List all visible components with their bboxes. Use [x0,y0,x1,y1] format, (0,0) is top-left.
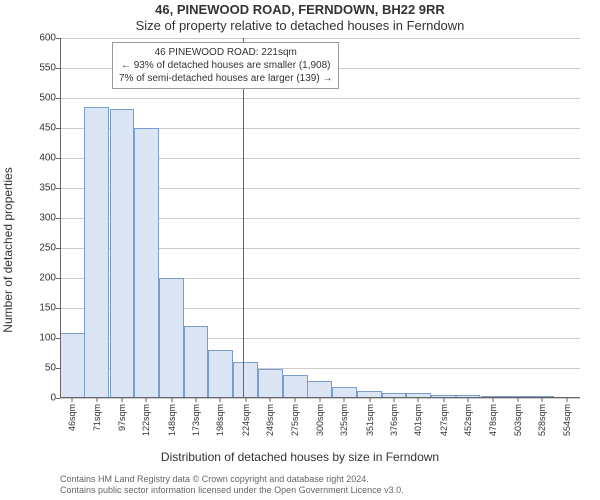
y-tick-label: 300 [26,213,56,224]
x-tick-mark [517,398,518,402]
x-tick-label: 528sqm [537,404,547,436]
x-tick-mark [567,398,568,402]
x-tick-label: 300sqm [315,404,325,436]
x-tick-label: 97sqm [117,404,127,431]
annotation-line: 46 PINEWOOD ROAD: 221sqm [119,46,332,59]
x-tick-mark [467,398,468,402]
y-tick-label: 600 [26,33,56,44]
x-tick-label: 46sqm [67,404,77,431]
x-tick-mark [270,398,271,402]
x-tick-mark [122,398,123,402]
x-tick-mark [393,398,394,402]
x-tick-label: 427sqm [439,404,449,436]
x-tick-mark [171,398,172,402]
histogram-bar [159,278,184,398]
x-tick-label: 401sqm [413,404,423,436]
y-tick-label: 400 [26,153,56,164]
x-tick-label: 122sqm [141,404,151,436]
x-tick-mark [72,398,73,402]
x-tick-mark [245,398,246,402]
y-tick-label: 150 [26,303,56,314]
x-tick-label: 325sqm [339,404,349,436]
y-tick-label: 0 [26,393,56,404]
chart-plot-area: 05010015020025030035040045050055060046sq… [60,38,580,398]
x-tick-label: 452sqm [463,404,473,436]
histogram-bar [283,375,308,398]
x-tick-mark [319,398,320,402]
x-tick-label: 376sqm [389,404,399,436]
x-tick-mark [146,398,147,402]
y-tick-label: 100 [26,333,56,344]
x-tick-mark [196,398,197,402]
x-tick-label: 503sqm [513,404,523,436]
x-tick-label: 224sqm [241,404,251,436]
x-tick-label: 71sqm [92,404,102,431]
x-tick-mark [443,398,444,402]
annotation-line: ← 93% of detached houses are smaller (1,… [119,59,332,72]
x-tick-mark [542,398,543,402]
annotation-line: 7% of semi-detached houses are larger (1… [119,72,332,85]
chart-subtitle: Size of property relative to detached ho… [0,18,600,33]
x-tick-label: 198sqm [215,404,225,436]
x-tick-mark [493,398,494,402]
x-tick-label: 173sqm [191,404,201,436]
attribution-line-2: Contains public sector information licen… [60,485,404,496]
attribution-line-1: Contains HM Land Registry data © Crown c… [60,474,404,485]
y-tick-label: 500 [26,93,56,104]
x-tick-label: 249sqm [265,404,275,436]
gridline [60,38,580,39]
y-tick-label: 550 [26,63,56,74]
histogram-bar [184,326,209,398]
histogram-bar [84,107,109,398]
x-tick-mark [220,398,221,402]
histogram-bar [233,362,258,398]
histogram-bar [258,369,283,398]
histogram-bar [134,128,159,398]
histogram-bar [208,350,233,398]
x-tick-label: 554sqm [562,404,572,436]
x-tick-mark [369,398,370,402]
y-tick-label: 250 [26,243,56,254]
reference-line [243,38,244,398]
x-tick-mark [295,398,296,402]
histogram-bar [110,109,135,398]
gridline [60,98,580,99]
chart-title-address: 46, PINEWOOD ROAD, FERNDOWN, BH22 9RR [0,2,600,17]
y-tick-label: 350 [26,183,56,194]
x-tick-label: 478sqm [488,404,498,436]
attribution-text: Contains HM Land Registry data © Crown c… [60,474,404,497]
x-axis-label: Distribution of detached houses by size … [0,450,600,464]
x-tick-mark [418,398,419,402]
x-tick-label: 351sqm [365,404,375,436]
y-tick-label: 200 [26,273,56,284]
y-tick-label: 450 [26,123,56,134]
x-tick-mark [96,398,97,402]
annotation-box: 46 PINEWOOD ROAD: 221sqm← 93% of detache… [112,42,339,89]
x-tick-mark [344,398,345,402]
histogram-bar [307,381,332,398]
y-axis-line [60,38,61,398]
x-tick-label: 275sqm [290,404,300,436]
y-tick-label: 50 [26,363,56,374]
y-tick-mark [56,398,60,399]
histogram-bar [60,333,85,398]
x-tick-label: 148sqm [167,404,177,436]
y-axis-label: Number of detached properties [1,167,15,332]
